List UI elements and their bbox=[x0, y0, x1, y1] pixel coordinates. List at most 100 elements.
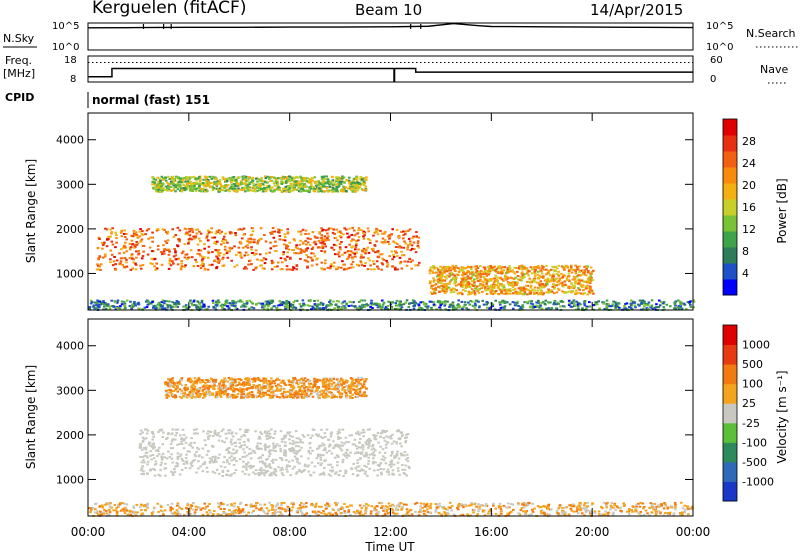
scatter-cell bbox=[197, 448, 201, 451]
scatter-cell bbox=[294, 175, 298, 178]
scatter-cell bbox=[274, 240, 277, 243]
scatter-cell bbox=[169, 185, 173, 188]
scatter-cell bbox=[210, 458, 214, 461]
scatter-cell bbox=[286, 232, 290, 235]
scatter-cell bbox=[441, 274, 444, 277]
scatter-cell bbox=[211, 393, 215, 396]
scatter-cell bbox=[198, 454, 201, 457]
scatter-cell bbox=[189, 441, 193, 444]
scatter-cell bbox=[469, 265, 473, 268]
scatter-cell bbox=[151, 186, 155, 189]
scatter-cell bbox=[242, 188, 246, 191]
scatter-cell bbox=[552, 287, 556, 290]
scatter-cell bbox=[404, 439, 408, 442]
scatter-cell bbox=[443, 271, 446, 274]
scatter-cell bbox=[89, 299, 93, 302]
scatter-cell bbox=[490, 278, 493, 281]
scatter-cell bbox=[184, 188, 188, 191]
scatter-cell bbox=[256, 183, 260, 186]
scatter-cell bbox=[242, 267, 246, 270]
scatter-cell bbox=[341, 444, 345, 447]
scatter-cell bbox=[217, 259, 221, 262]
scatter-cell bbox=[417, 304, 421, 307]
scatter-cell bbox=[495, 278, 499, 281]
scatter-cell bbox=[128, 257, 132, 260]
scatter-cell bbox=[205, 466, 209, 469]
scatter-cell bbox=[287, 300, 291, 303]
scatter-cell bbox=[189, 444, 193, 447]
scatter-cell bbox=[207, 437, 210, 440]
scatter-cell bbox=[269, 180, 272, 183]
scatter-cell bbox=[536, 273, 540, 276]
scatter-cell bbox=[159, 464, 163, 467]
scatter-cell bbox=[568, 302, 571, 305]
scatter-cell bbox=[465, 285, 468, 288]
scatter-cell bbox=[316, 435, 320, 438]
scatter-cell bbox=[395, 246, 398, 249]
scatter-cell bbox=[96, 268, 100, 271]
scatter-cell bbox=[312, 185, 316, 188]
scatter-cell bbox=[530, 272, 534, 275]
scatter-cell bbox=[554, 278, 558, 281]
scatter-cell bbox=[498, 303, 502, 306]
scatter-cell bbox=[500, 283, 503, 286]
scatter-cell bbox=[180, 396, 183, 399]
scatter-cell bbox=[242, 175, 246, 178]
scatter-cell bbox=[205, 177, 208, 180]
scatter-cell bbox=[233, 265, 236, 268]
scatter-cell bbox=[357, 239, 360, 242]
scatter-cell bbox=[174, 234, 178, 237]
scatter-cell bbox=[269, 189, 273, 192]
scatter-cell bbox=[324, 306, 328, 309]
scatter-cell bbox=[485, 303, 489, 306]
scatter-cell bbox=[685, 307, 688, 310]
scatter-cell bbox=[279, 469, 282, 472]
scatter-cell bbox=[186, 256, 190, 259]
scatter-cell bbox=[352, 187, 356, 190]
scatter-cell bbox=[341, 260, 344, 263]
scatter-cell bbox=[244, 245, 248, 248]
scatter-cell bbox=[223, 441, 226, 444]
scatter-cell bbox=[266, 434, 270, 437]
scatter-cell bbox=[375, 227, 378, 230]
scatter-cell bbox=[96, 247, 100, 250]
scatter-cell bbox=[323, 262, 327, 265]
scatter-cell bbox=[571, 278, 575, 281]
scatter-cell bbox=[268, 463, 271, 466]
scatter-cell bbox=[438, 275, 442, 278]
scatter-cell bbox=[366, 227, 370, 230]
scatter-cell bbox=[245, 463, 248, 466]
scatter-cell bbox=[230, 459, 233, 462]
scatter-cell bbox=[219, 304, 223, 307]
scatter-cell bbox=[228, 176, 232, 179]
scatter-cell bbox=[375, 231, 379, 234]
scatter-cell bbox=[346, 232, 349, 235]
scatter-cell bbox=[298, 470, 301, 473]
scatter-cell bbox=[134, 268, 138, 271]
scatter-cell bbox=[567, 272, 571, 275]
scatter-cell bbox=[354, 185, 358, 188]
scatter-cell bbox=[647, 301, 651, 304]
scatter-cell bbox=[167, 378, 170, 381]
scatter-cell bbox=[304, 248, 308, 251]
scatter-cell bbox=[324, 448, 327, 451]
scatter-cell bbox=[541, 276, 545, 279]
scatter-cell bbox=[404, 464, 408, 467]
scatter-cell bbox=[227, 386, 231, 389]
scatter-cell bbox=[266, 300, 270, 303]
scatter-cell bbox=[251, 189, 254, 192]
scatter-cell bbox=[333, 307, 337, 310]
scatter-cell bbox=[371, 462, 375, 465]
scatter-cell bbox=[565, 279, 569, 282]
scatter-cell bbox=[523, 291, 527, 294]
scatter-cell bbox=[174, 395, 178, 398]
scatter-cell bbox=[264, 240, 268, 243]
scatter-cell bbox=[351, 260, 355, 263]
scatter-cell bbox=[475, 270, 479, 273]
scatter-cell bbox=[451, 276, 455, 279]
scatter-cell bbox=[674, 300, 678, 303]
noise-panel: N.Sky 10^5 10^0 10^5 10^0 N.Search bbox=[3, 21, 798, 53]
scatter-cell bbox=[205, 183, 209, 186]
scatter-cell bbox=[96, 300, 100, 303]
scatter-cell bbox=[584, 266, 588, 269]
